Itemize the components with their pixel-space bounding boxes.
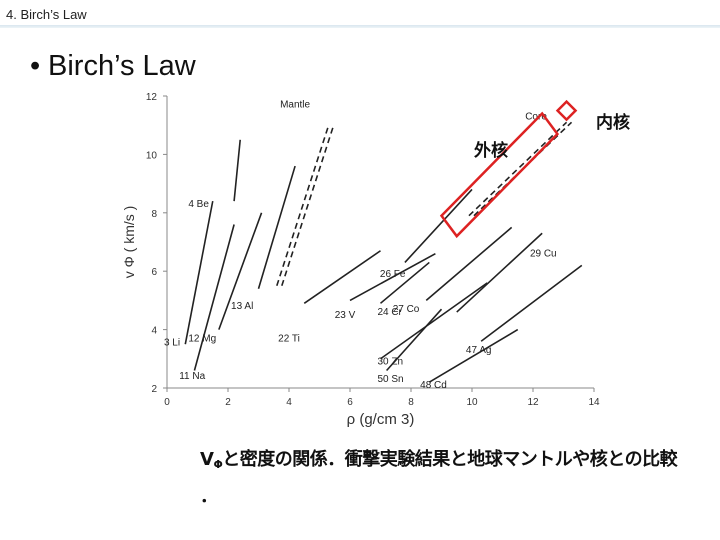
series-label: 4 Be [188, 199, 209, 210]
figure-caption: VΦと密度の関係．衝撃実験結果と地球マントルや核との比較 ． [200, 444, 678, 513]
y-tick-label: 10 [146, 150, 158, 161]
series-line-core [468, 121, 568, 217]
x-tick-label: 2 [225, 397, 231, 408]
series-line-47-ag [480, 264, 583, 342]
series-line-27-co [425, 226, 513, 302]
series-label: 23 V [335, 310, 356, 321]
series-label: 50 Sn [377, 374, 403, 385]
series-line-23-v [349, 252, 436, 302]
series-label: 24 Cr [377, 307, 402, 318]
y-tick-label: 6 [151, 267, 157, 278]
series-line-mantle [276, 124, 330, 287]
y-tick-label: 8 [151, 209, 157, 220]
series-label: 13 Al [231, 301, 253, 312]
series-line-3-li [184, 200, 214, 345]
series-label: 11 Na [179, 371, 205, 382]
series-label: 27 Co [393, 304, 420, 315]
series-label: 30 Zn [377, 357, 403, 368]
y-tick-label: 4 [151, 326, 157, 337]
outer-core-highlight [439, 111, 560, 239]
series-label: Core [525, 111, 547, 122]
inner-core-label: 内核 [596, 113, 630, 133]
caption-line2: ． [200, 486, 218, 507]
x-tick-label: 10 [466, 397, 478, 408]
y-tick-label: 12 [146, 92, 158, 103]
series-line-22-ti [303, 250, 381, 304]
series-label: 3 Li [164, 338, 180, 349]
slide-title-text: Birch’s Law [48, 50, 196, 82]
x-tick-label: 14 [588, 397, 600, 408]
series-label: Mantle [280, 100, 310, 111]
series-line-4-be [233, 139, 241, 202]
bullet-icon: • [30, 50, 41, 82]
series-label: 48 Cd [420, 380, 447, 391]
outer-core-label: 外核 [474, 141, 508, 161]
series-label: 26 Fe [380, 269, 406, 280]
x-axis-label: ρ (g/cm 3) [347, 411, 415, 428]
series-label: 22 Ti [278, 333, 300, 344]
caption-v: V [200, 449, 214, 470]
x-tick-label: 12 [527, 397, 539, 408]
series-line-29-cu [456, 232, 543, 313]
header-divider [0, 25, 720, 28]
inner-core-marker [555, 99, 578, 122]
y-tick-label: 2 [151, 384, 157, 395]
series-line-24-cr [379, 261, 430, 304]
x-tick-label: 0 [164, 397, 170, 408]
series-line-mantle-2 [281, 124, 335, 287]
series-label: 29 Cu [530, 249, 557, 260]
x-tick-label: 8 [408, 397, 414, 408]
series-line-48-cd [428, 328, 519, 383]
series-label: 47 Ag [466, 345, 492, 356]
x-tick-label: 6 [347, 397, 353, 408]
series-line-50-sn [386, 308, 443, 372]
series-line-12-mg [218, 212, 263, 330]
slide-title: • Birch’s Law [30, 50, 196, 83]
header-bar: 4. Birch’s Law [0, 0, 720, 28]
caption-text: と密度の関係．衝撃実験結果と地球マントルや核との比較 [222, 449, 678, 470]
header-title: 4. Birch’s Law [6, 7, 87, 22]
series-line-11-na [193, 224, 235, 371]
y-axis-label: v Φ ( km/s ) [121, 206, 137, 279]
x-tick-label: 4 [286, 397, 292, 408]
series-line-26-fe [404, 188, 473, 263]
series-line-30-zn [380, 282, 488, 360]
caption-sub: Φ [213, 458, 223, 471]
series-line-13-al [257, 165, 296, 289]
